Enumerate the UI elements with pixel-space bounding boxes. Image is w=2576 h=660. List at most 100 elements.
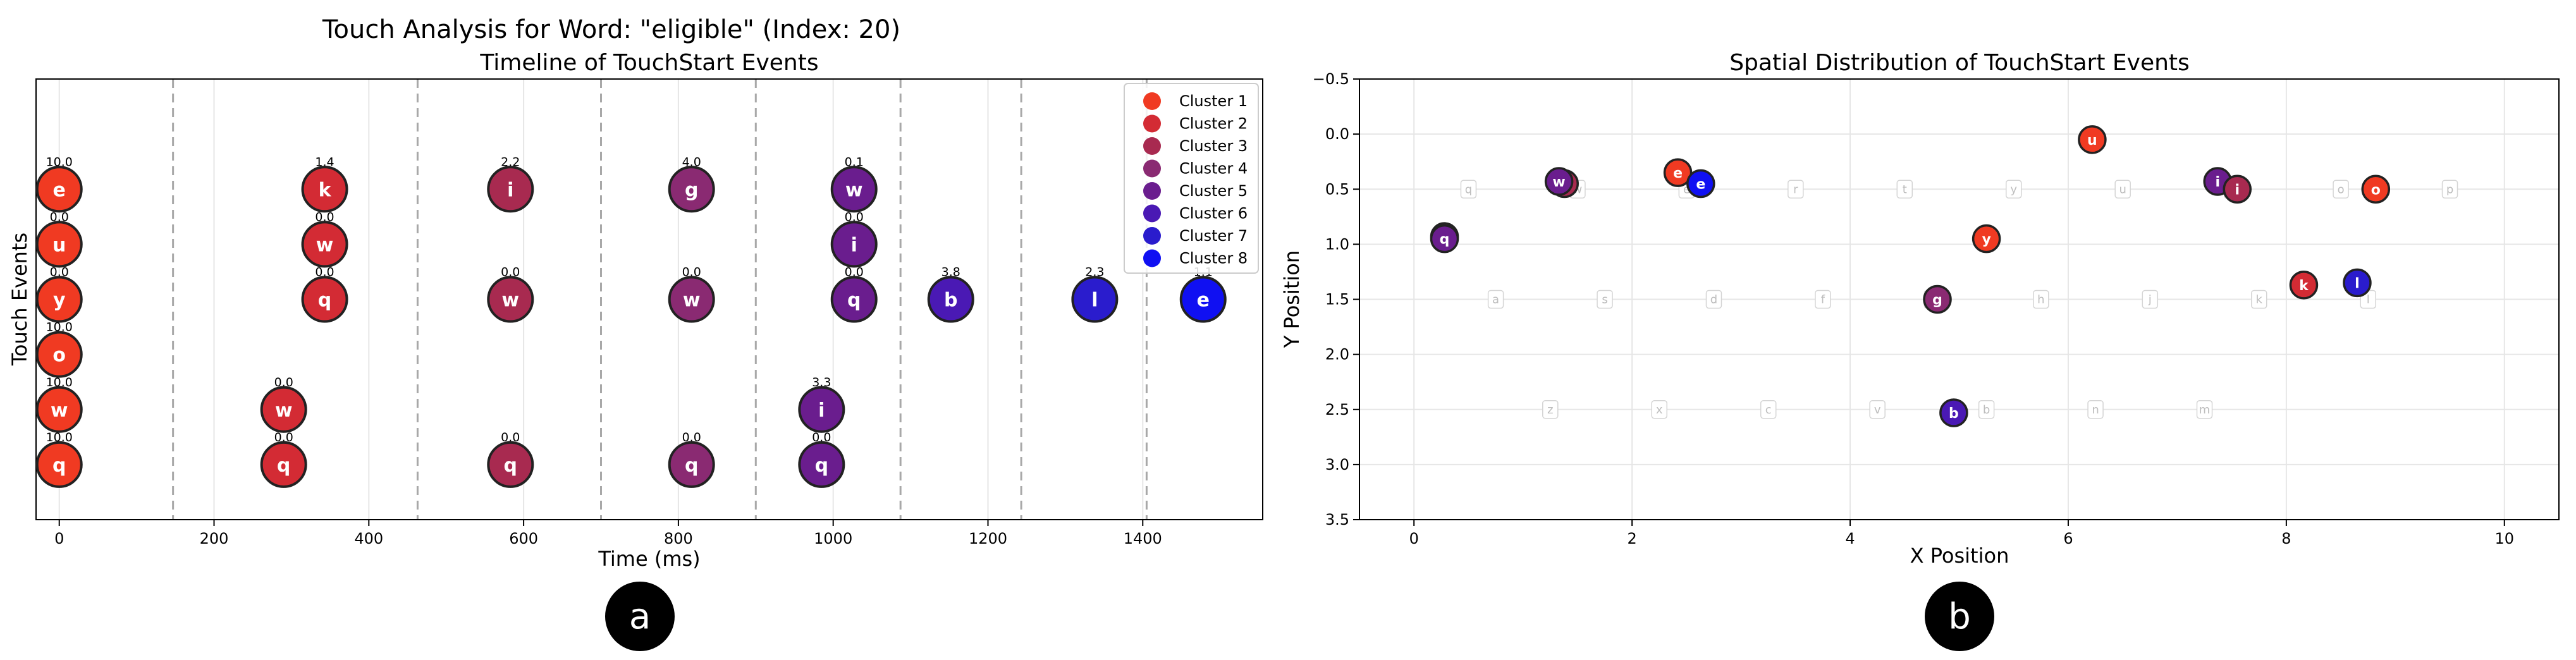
spatial-title: Spatial Distribution of TouchStart Event… — [1729, 50, 2190, 76]
keyboard-key-box — [2005, 180, 2022, 199]
legend-label: Cluster 4 — [1179, 160, 1248, 178]
timeline-point-value: 2.3 — [1085, 266, 1104, 279]
keyboard-key-label: t — [1903, 183, 1907, 196]
timeline-point: i 0.0 — [830, 210, 878, 268]
timeline-point-letter: e — [53, 179, 66, 201]
keyboard-key-box — [2196, 400, 2213, 419]
timeline-x-tick-label: 200 — [200, 530, 229, 547]
spatial-point-marker — [2078, 125, 2107, 154]
keyboard-key-box — [1760, 400, 1777, 419]
spatial-point: k — [2289, 271, 2319, 300]
timeline-point-letter: b — [944, 290, 957, 312]
timeline-point-value: 3.8 — [941, 266, 960, 279]
timeline-x-ticks: 0 200 400 600 800 1000 1200 1400 — [54, 520, 1162, 547]
spatial-point: i — [2223, 174, 2252, 204]
timeline-point-marker — [487, 441, 534, 488]
spatial-point: g — [1923, 284, 1952, 314]
keyboard-key-box — [1460, 180, 1477, 199]
keyboard-key-label: m — [2199, 403, 2211, 417]
timeline-point-value: 10.0 — [46, 431, 73, 444]
spatial-point-marker — [1686, 169, 1715, 199]
keyboard-key: s — [1597, 290, 1613, 309]
keyboard-key-box — [1896, 180, 1913, 199]
spatial-x-label: X Position — [1910, 544, 2009, 568]
spatial-y-tick-label: 1.5 — [1325, 291, 1349, 309]
timeline-point-marker — [1179, 276, 1227, 323]
timeline-points: e 10.0 u 0.0 y 0.0 o 10.0 w 10.0 q 10.0 w 0.0 q 0.0 k 1.4… — [35, 155, 1227, 488]
badge-circle-b — [1925, 582, 1994, 651]
timeline-point: w 10.0 — [35, 376, 83, 433]
timeline-y-label: Touch Events — [8, 233, 32, 366]
spatial-x-tick-label: 0 — [1409, 530, 1419, 547]
spatial-y-ticks: −0.5 0.0 0.5 1.0 1.5 2.0 2.5 3.0 3.5 — [1313, 70, 1359, 529]
spatial-point-letter: u — [2087, 133, 2097, 149]
timeline-point: w 0.0 — [260, 376, 307, 433]
keyboard-key: b — [1978, 400, 1995, 419]
spatial-point-marker — [1923, 284, 1952, 314]
timeline-boundaries — [172, 79, 1148, 520]
keyboard-key: n — [2087, 400, 2104, 419]
badge-label-b: b — [1948, 596, 1971, 637]
keyboard-key-label: d — [1710, 293, 1717, 307]
spatial-point: q — [1430, 224, 1459, 254]
timeline-point-letter: w — [501, 290, 519, 312]
timeline-x-label: Time (ms) — [598, 547, 700, 571]
timeline-point-marker — [830, 276, 878, 323]
timeline-x-tick-label: 0 — [54, 530, 64, 547]
legend-marker — [1143, 114, 1161, 133]
keyboard-key-label: j — [2148, 293, 2152, 307]
timeline-point-marker — [487, 166, 534, 213]
timeline-point-letter: w — [275, 400, 293, 422]
keyboard-key-box — [1487, 290, 1504, 309]
keyboard-key: r — [1788, 180, 1804, 199]
timeline-point: i 3.3 — [798, 376, 845, 433]
timeline-point-marker — [301, 221, 348, 268]
spatial-point-letter: b — [1949, 406, 1959, 422]
spatial-point: o — [2361, 174, 2391, 204]
timeline-point: q 0.0 — [260, 431, 307, 488]
spatial-point: l — [2343, 268, 2372, 298]
timeline-point-marker — [668, 441, 715, 488]
timeline-point-letter: q — [685, 455, 698, 477]
timeline-point-marker — [35, 441, 83, 488]
timeline-x-tick-label: 600 — [509, 530, 538, 547]
keyboard-key: t — [1896, 180, 1913, 199]
spatial-point-letter: k — [2299, 278, 2309, 294]
spatial-x-ticks: 0 2 4 6 8 10 — [1409, 520, 2514, 547]
timeline-point: k 1.4 — [301, 155, 348, 213]
legend-label: Cluster 7 — [1179, 227, 1248, 245]
keyboard-key: k — [2251, 290, 2267, 309]
timeline-point-letter: e — [1197, 290, 1210, 312]
keyboard-key: a — [1487, 290, 1504, 309]
timeline-point: q 0.0 — [668, 431, 715, 488]
timeline-point-marker — [35, 221, 83, 268]
keyboard-key-label: c — [1765, 403, 1772, 417]
legend-marker — [1143, 182, 1161, 200]
keyboard-key: v — [1869, 400, 1886, 419]
spatial-y-tick-label: 3.0 — [1325, 456, 1349, 474]
timeline-point-marker — [301, 166, 348, 213]
spatial-point-marker — [1544, 167, 1574, 196]
timeline-point-value: 3.3 — [812, 376, 831, 389]
keyboard-key: m — [2196, 400, 2213, 419]
timeline-point-letter: g — [685, 179, 698, 201]
timeline-point-letter: k — [319, 179, 332, 201]
spatial-y-tick-label: 0.5 — [1325, 180, 1349, 198]
spatial-chart: q w e r t y u i o p a s d f g h j k l z x c v b n m 0 2 4 6 8 10 −0.5 0… — [1280, 50, 2560, 568]
spatial-x-tick-label: 10 — [2494, 530, 2514, 547]
figure-title: Touch Analysis for Word: "eligible" (Ind… — [322, 15, 900, 44]
spatial-point-letter: g — [1932, 293, 1942, 309]
timeline-point-value: 0.0 — [812, 431, 831, 444]
spatial-point-marker — [2223, 174, 2252, 204]
legend-label: Cluster 2 — [1179, 115, 1248, 133]
keyboard-key-label: q — [1465, 183, 1472, 196]
timeline-x-tick-label: 800 — [664, 530, 693, 547]
spatial-grid — [1359, 78, 2559, 520]
spatial-point: e — [1686, 169, 1715, 199]
timeline-point: q 0.0 — [487, 431, 534, 488]
timeline-x-tick-label: 400 — [354, 530, 383, 547]
keyboard-key-box — [2142, 290, 2159, 309]
keyboard-key-box — [2033, 290, 2049, 309]
legend-label: Cluster 6 — [1179, 205, 1248, 223]
